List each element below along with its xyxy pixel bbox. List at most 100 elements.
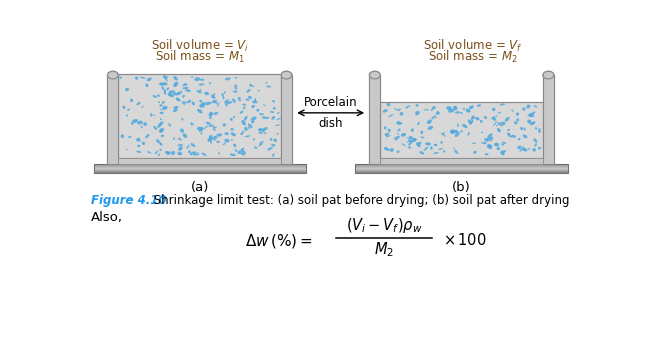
- Bar: [381, 102, 543, 158]
- Ellipse shape: [141, 126, 143, 128]
- Ellipse shape: [259, 128, 265, 132]
- Ellipse shape: [402, 144, 405, 146]
- Ellipse shape: [271, 144, 276, 147]
- Bar: [356, 172, 568, 173]
- Ellipse shape: [481, 132, 483, 133]
- Ellipse shape: [215, 112, 218, 114]
- Ellipse shape: [188, 150, 191, 154]
- Text: $(V_i - V_f)\rho_w$: $(V_i - V_f)\rho_w$: [346, 216, 422, 235]
- Ellipse shape: [487, 144, 491, 146]
- Ellipse shape: [187, 100, 191, 103]
- Ellipse shape: [251, 117, 257, 120]
- Ellipse shape: [200, 132, 202, 135]
- Ellipse shape: [165, 151, 169, 154]
- Ellipse shape: [168, 90, 175, 93]
- Ellipse shape: [383, 109, 388, 113]
- Ellipse shape: [137, 121, 143, 125]
- Ellipse shape: [272, 100, 275, 103]
- Ellipse shape: [233, 91, 238, 93]
- Ellipse shape: [267, 147, 272, 150]
- Ellipse shape: [166, 88, 169, 90]
- Ellipse shape: [507, 133, 511, 137]
- Ellipse shape: [232, 99, 236, 103]
- Ellipse shape: [197, 127, 203, 131]
- Ellipse shape: [164, 77, 168, 82]
- Bar: [356, 167, 568, 168]
- Bar: [94, 164, 306, 165]
- Ellipse shape: [254, 146, 257, 149]
- Ellipse shape: [517, 138, 521, 140]
- Ellipse shape: [387, 132, 390, 135]
- Ellipse shape: [459, 112, 463, 114]
- Ellipse shape: [206, 122, 211, 125]
- Ellipse shape: [469, 106, 472, 109]
- Ellipse shape: [244, 127, 248, 131]
- Ellipse shape: [206, 102, 210, 105]
- Ellipse shape: [137, 145, 140, 147]
- Ellipse shape: [522, 146, 525, 149]
- Ellipse shape: [231, 132, 236, 136]
- Ellipse shape: [157, 123, 162, 128]
- Ellipse shape: [534, 143, 537, 147]
- Text: $M_2$: $M_2$: [374, 241, 394, 259]
- Text: Shrinkage limit test: (a) soil pat before drying; (b) soil pat after drying: Shrinkage limit test: (a) soil pat befor…: [150, 195, 570, 208]
- Ellipse shape: [385, 133, 388, 136]
- Ellipse shape: [223, 143, 226, 145]
- Ellipse shape: [241, 148, 244, 152]
- Ellipse shape: [240, 152, 245, 156]
- Ellipse shape: [510, 135, 515, 138]
- Ellipse shape: [242, 150, 246, 154]
- Ellipse shape: [227, 101, 232, 104]
- Ellipse shape: [246, 99, 250, 101]
- Ellipse shape: [416, 104, 419, 107]
- Text: Soil volume = $V_f$: Soil volume = $V_f$: [423, 38, 523, 54]
- Ellipse shape: [262, 117, 267, 119]
- Ellipse shape: [415, 111, 420, 115]
- Ellipse shape: [136, 139, 141, 142]
- Ellipse shape: [173, 92, 176, 95]
- Ellipse shape: [421, 136, 424, 138]
- Ellipse shape: [234, 77, 238, 78]
- Ellipse shape: [183, 83, 187, 86]
- Ellipse shape: [178, 152, 182, 155]
- Bar: [543, 75, 554, 164]
- Ellipse shape: [233, 144, 236, 147]
- Ellipse shape: [238, 97, 241, 99]
- Ellipse shape: [397, 150, 400, 153]
- Bar: [356, 165, 568, 166]
- Ellipse shape: [173, 138, 175, 140]
- Text: Soil volume = $V_i$: Soil volume = $V_i$: [151, 38, 249, 54]
- Ellipse shape: [159, 121, 163, 126]
- Ellipse shape: [163, 75, 168, 79]
- Ellipse shape: [496, 116, 497, 117]
- Text: $\Delta w\,(\%) =$: $\Delta w\,(\%) =$: [244, 232, 312, 250]
- Ellipse shape: [251, 85, 254, 87]
- Bar: [94, 167, 306, 168]
- Ellipse shape: [147, 151, 151, 154]
- Bar: [94, 164, 306, 166]
- Bar: [94, 172, 306, 173]
- Ellipse shape: [160, 118, 162, 120]
- Ellipse shape: [233, 154, 236, 156]
- Ellipse shape: [448, 110, 451, 113]
- Ellipse shape: [533, 148, 536, 152]
- Ellipse shape: [451, 130, 455, 133]
- Ellipse shape: [484, 141, 487, 144]
- Ellipse shape: [243, 107, 246, 109]
- Ellipse shape: [225, 104, 228, 106]
- Ellipse shape: [178, 144, 183, 146]
- Bar: [107, 75, 119, 164]
- Ellipse shape: [209, 112, 214, 115]
- Ellipse shape: [473, 151, 477, 154]
- Bar: [94, 165, 306, 166]
- Ellipse shape: [223, 91, 226, 94]
- Ellipse shape: [498, 122, 502, 127]
- Ellipse shape: [527, 113, 533, 117]
- Ellipse shape: [160, 109, 162, 111]
- Bar: [356, 166, 568, 167]
- Ellipse shape: [258, 128, 261, 131]
- Ellipse shape: [424, 147, 428, 151]
- Ellipse shape: [531, 111, 535, 115]
- Ellipse shape: [501, 143, 504, 146]
- Ellipse shape: [159, 83, 164, 86]
